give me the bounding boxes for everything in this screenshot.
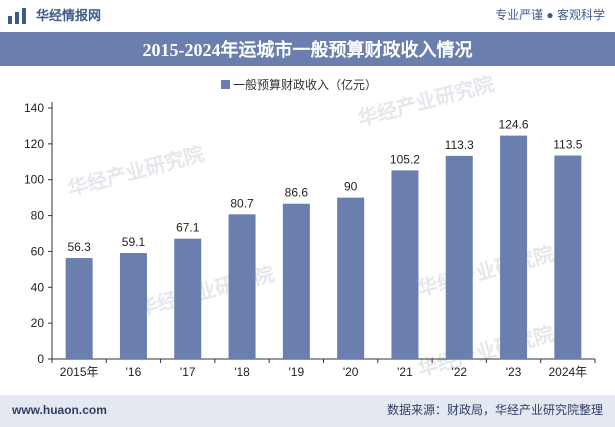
y-tick-label: 20 xyxy=(31,316,45,330)
data-label: 113.5 xyxy=(553,138,582,152)
y-tick-label: 40 xyxy=(31,280,45,294)
y-tick-label: 120 xyxy=(24,137,44,151)
y-tick-label: 100 xyxy=(24,173,44,187)
x-tick-label: '16 xyxy=(126,365,142,379)
x-tick-label: '20 xyxy=(343,365,359,379)
footer-source: 数据来源：财政局，华经产业研究院整理 xyxy=(386,403,603,417)
footer: www.huaon.com 数据来源：财政局，华经产业研究院整理 xyxy=(0,395,615,427)
data-label: 56.3 xyxy=(67,240,91,254)
data-label: 80.7 xyxy=(230,196,254,210)
data-label: 59.1 xyxy=(122,235,146,249)
bar xyxy=(282,203,310,359)
x-tick-label: '18 xyxy=(234,365,250,379)
chart-axes: 0 20 40 60 80 100 120 140 2015年 '16 '17 '18 '19 '20 '2… xyxy=(24,101,596,379)
data-label: 67.1 xyxy=(176,221,200,235)
bar xyxy=(445,155,473,359)
x-tick-label: '19 xyxy=(289,365,305,379)
data-label: 124.6 xyxy=(499,118,529,132)
y-tick-label: 140 xyxy=(24,101,44,115)
x-tick-label: 2015年 xyxy=(60,365,99,379)
bar xyxy=(500,135,528,359)
y-tick-label: 0 xyxy=(37,352,44,366)
data-labels-layer: 56.3 59.1 67.1 80.7 86.6 90 105.2 113.3 124.6 113… xyxy=(67,118,582,254)
watermark-text: 华经产业研究院 xyxy=(415,321,556,380)
x-tick-label: 2024年 xyxy=(548,365,587,379)
x-tick-label: '17 xyxy=(180,365,196,379)
data-label: 90 xyxy=(344,180,358,194)
bar xyxy=(337,197,365,359)
data-label: 86.6 xyxy=(285,186,309,200)
x-tick-label: '21 xyxy=(397,365,413,379)
top-bar: 华经情报网 专业严谨 ● 客观科学 xyxy=(0,0,615,30)
watermark-text: 华经产业研究院 xyxy=(65,141,206,200)
chart-title: 2015-2024年运城市一般预算财政收入情况 xyxy=(142,40,473,60)
slogan: 专业严谨 ● 客观科学 xyxy=(495,8,605,22)
bar xyxy=(119,253,147,359)
logo-icon xyxy=(8,8,26,24)
bar xyxy=(65,258,93,359)
footer-website[interactable]: www.huaon.com xyxy=(12,403,107,417)
watermark-text: 华经产业研究院 xyxy=(415,241,556,300)
x-tick-label: '22 xyxy=(451,365,467,379)
x-tick-label: '23 xyxy=(506,365,522,379)
title-bar: 2015-2024年运城市一般预算财政收入情况 xyxy=(0,32,615,66)
y-tick-label: 60 xyxy=(31,244,45,258)
y-tick-label: 80 xyxy=(31,209,45,223)
bar xyxy=(554,155,582,359)
bar xyxy=(391,170,419,359)
bar xyxy=(228,214,256,359)
site-name[interactable]: 华经情报网 xyxy=(36,8,102,23)
legend-swatch xyxy=(221,80,230,89)
data-label: 113.3 xyxy=(445,138,474,152)
legend: 一般预算财政收入（亿元） xyxy=(221,77,377,92)
legend-label: 一般预算财政收入（亿元） xyxy=(233,77,377,92)
bars-layer xyxy=(65,135,582,359)
bar xyxy=(174,238,202,359)
data-label: 105.2 xyxy=(390,152,420,166)
